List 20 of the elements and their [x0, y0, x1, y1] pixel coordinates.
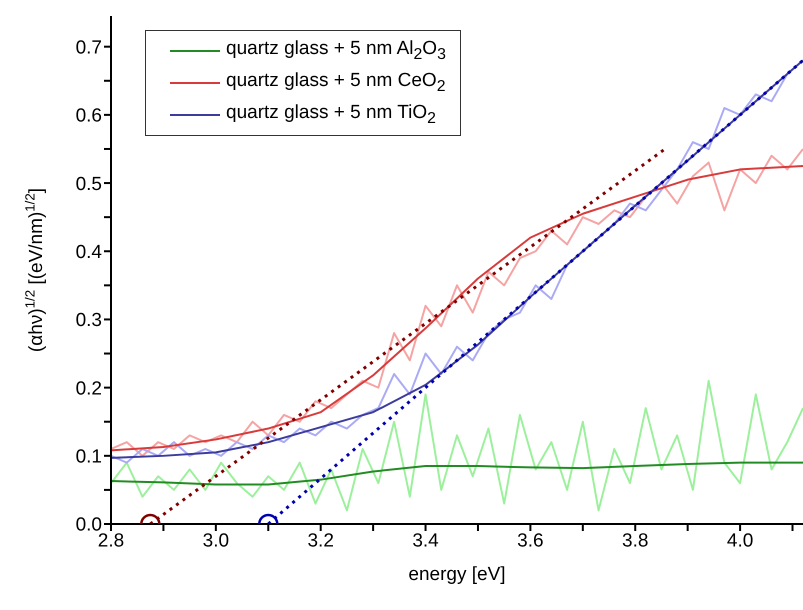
line-series	[111, 462, 803, 486]
y-tick-label: 0.4	[76, 242, 102, 263]
x-tick-label: 3.0	[202, 530, 230, 552]
y-tick-label: 0.3	[76, 310, 102, 332]
y-tick-label: 0.1	[76, 446, 102, 468]
y-tick-label: 0.7	[76, 37, 102, 58]
legend-label: quartz glass + 5 nm CeO$_{2}$	[226, 70, 446, 96]
x-tick-label: 3.8	[622, 530, 648, 552]
legend-label: quartz glass + 5 nm TiO$_{2}$	[226, 102, 436, 128]
x-tick-label: 3.6	[517, 530, 544, 552]
x-axis-title: energy [eV]	[408, 564, 506, 585]
legend-label: quartz glass + 5 nm Al$_{2}$O$_{3}$	[226, 38, 446, 64]
x-tick-label: 4.0	[726, 530, 754, 552]
x-tick-label: 3.2	[307, 530, 334, 552]
line-series	[111, 380, 803, 512]
y-tick-label: 0.6	[76, 106, 102, 127]
x-tick-label: 3.4	[412, 530, 440, 552]
x-tick-label: 2.8	[98, 530, 124, 552]
y-tick-label: 0.5	[76, 174, 102, 195]
y-tick-label: 0.2	[76, 378, 102, 400]
